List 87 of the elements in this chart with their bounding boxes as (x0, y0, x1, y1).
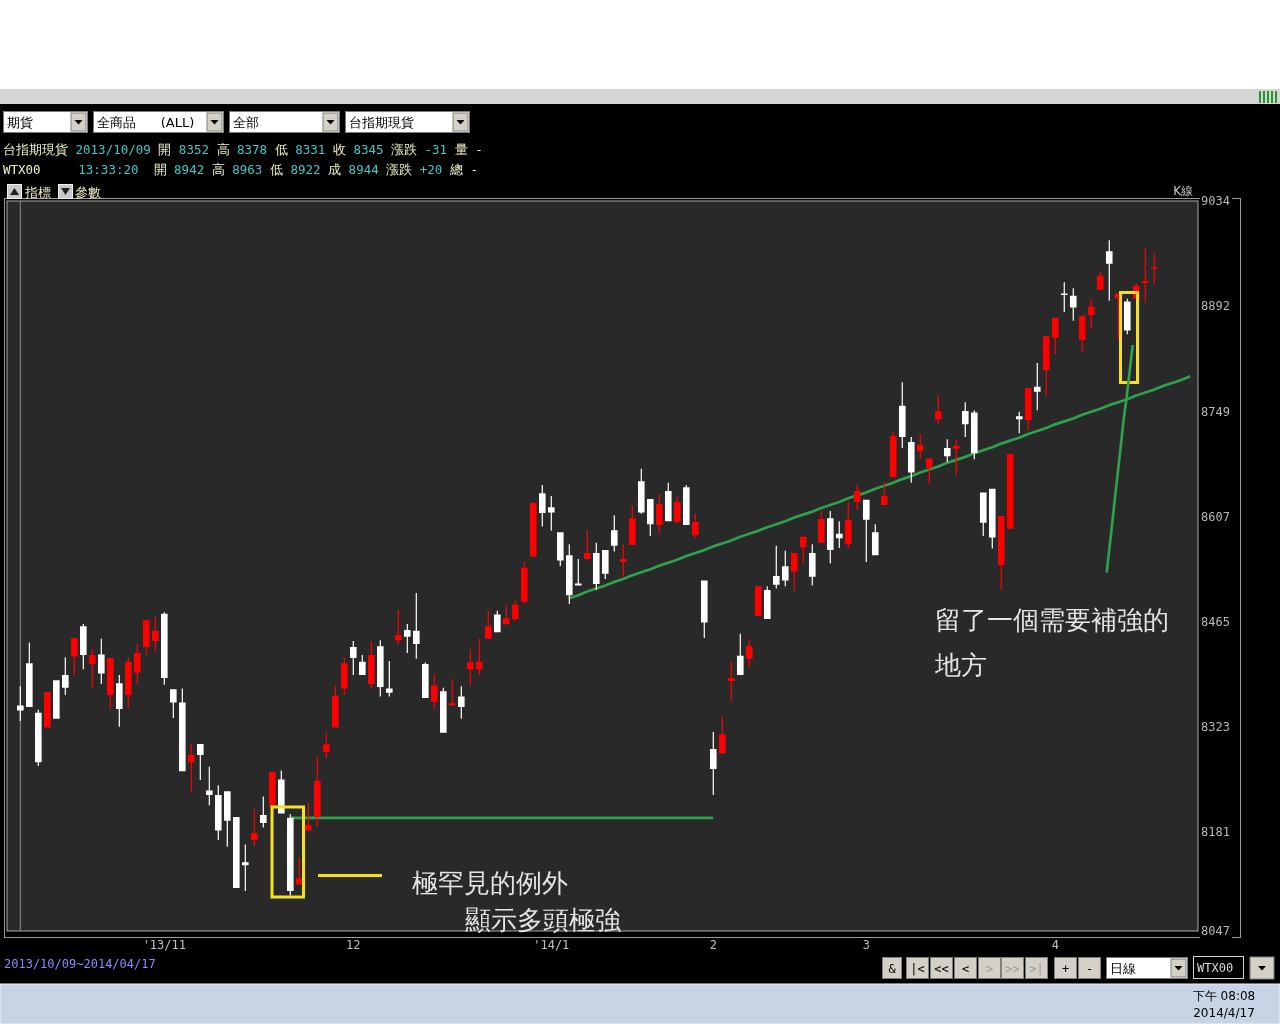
x-tick-label: '13/11 (142, 938, 186, 952)
candlestick (386, 661, 393, 697)
y-tick-label: 8323 (1201, 719, 1230, 734)
candlestick (601, 550, 609, 579)
text: 指標 (24, 184, 51, 200)
text: 2013/10/09~2014/04/17 (4, 957, 156, 971)
text: K線 (1173, 184, 1193, 198)
annotation: 極罕見的例外 (412, 868, 568, 898)
candlestick (62, 657, 69, 696)
candlestick (790, 553, 798, 591)
candlestick (368, 641, 375, 688)
text: WTX00 (1197, 961, 1234, 975)
y-tick-label: 8047 (1201, 924, 1230, 938)
candlestick (988, 488, 996, 549)
candlestick (880, 482, 888, 505)
x-tick-label: '14/1 (533, 938, 570, 952)
candlestick (529, 502, 537, 557)
text: < (961, 961, 970, 976)
text: + (1061, 961, 1070, 976)
text: 全商品 (ALL) (97, 115, 195, 130)
candlestick (700, 580, 708, 639)
candlestick (610, 515, 618, 552)
candlestick (1060, 282, 1068, 312)
annotation: 留了一個需要補強的地方 (934, 605, 1169, 680)
candlestick (763, 586, 771, 619)
candlestick (1024, 388, 1032, 431)
text: WTX00 13:33:20 開 8942 高 8963 低 8922 成 8944 漲跌 +20 總 - (3, 161, 478, 177)
text: 2014/4/17 (1193, 1006, 1255, 1020)
candlestick (53, 680, 60, 719)
candlestick (107, 658, 114, 710)
text: > (985, 961, 994, 976)
text: - (1085, 961, 1094, 976)
candlestick (682, 485, 690, 525)
text: 台指期現貨 2013/10/09 開 8352 高 8378 低 8331 收 8345 漲跌 -31 量 - (3, 141, 483, 157)
candlestick (71, 638, 78, 676)
candlestick (179, 688, 186, 772)
y-tick-label: 8607 (1201, 509, 1230, 524)
candlestick (224, 791, 231, 847)
candlestick (143, 620, 150, 656)
text: 下午 08:08 (1192, 989, 1256, 1003)
candlestick (979, 492, 987, 537)
candlestick (440, 687, 447, 733)
candlestick (997, 516, 1005, 590)
candlestick (1006, 453, 1014, 529)
y-tick-label: 8465 (1201, 614, 1230, 629)
x-tick-label: 3 (862, 938, 870, 952)
y-tick-label: 9034 (1201, 194, 1230, 208)
y-tick-label: 8181 (1201, 824, 1230, 839)
candlestick (1069, 288, 1077, 321)
candlestick (98, 638, 105, 684)
candlestick (251, 808, 258, 846)
candlestick (206, 766, 213, 806)
candlestick (431, 674, 438, 710)
candlestick (404, 624, 411, 653)
text: 全部 (233, 115, 259, 130)
candlestick (332, 685, 339, 728)
candlestick (754, 586, 762, 616)
text: 台指期現貨 (349, 115, 414, 130)
x-tick-label: 12 (346, 938, 361, 952)
candlestick (925, 458, 933, 484)
candlestick (485, 610, 492, 639)
annotation: 顯示多頭極強 (465, 905, 621, 935)
line-series (567, 374, 1192, 600)
candlestick (44, 692, 51, 728)
text: 日線 (1110, 961, 1136, 976)
candlestick (494, 610, 501, 633)
candlestick (377, 640, 384, 697)
text: 參數 (75, 184, 101, 200)
text: 期貨 (7, 115, 33, 130)
candlestick (422, 662, 429, 699)
candlestick (565, 544, 573, 605)
y-tick-label: 8892 (1201, 299, 1230, 314)
x-tick-label: 4 (1051, 938, 1059, 952)
candlestick (808, 544, 816, 586)
candlestick (233, 817, 240, 889)
candlestick (745, 638, 753, 668)
candlestick (628, 505, 636, 545)
candlestick (889, 431, 897, 477)
candlestick (655, 493, 663, 534)
y-tick-label: 8749 (1201, 404, 1230, 419)
candlestick (817, 510, 825, 543)
x-tick-label: 2 (709, 938, 717, 952)
text: & (888, 961, 897, 976)
candlestick (1096, 271, 1104, 290)
candlestick (574, 558, 582, 586)
candlestick (17, 686, 24, 721)
candlestick (26, 642, 33, 707)
